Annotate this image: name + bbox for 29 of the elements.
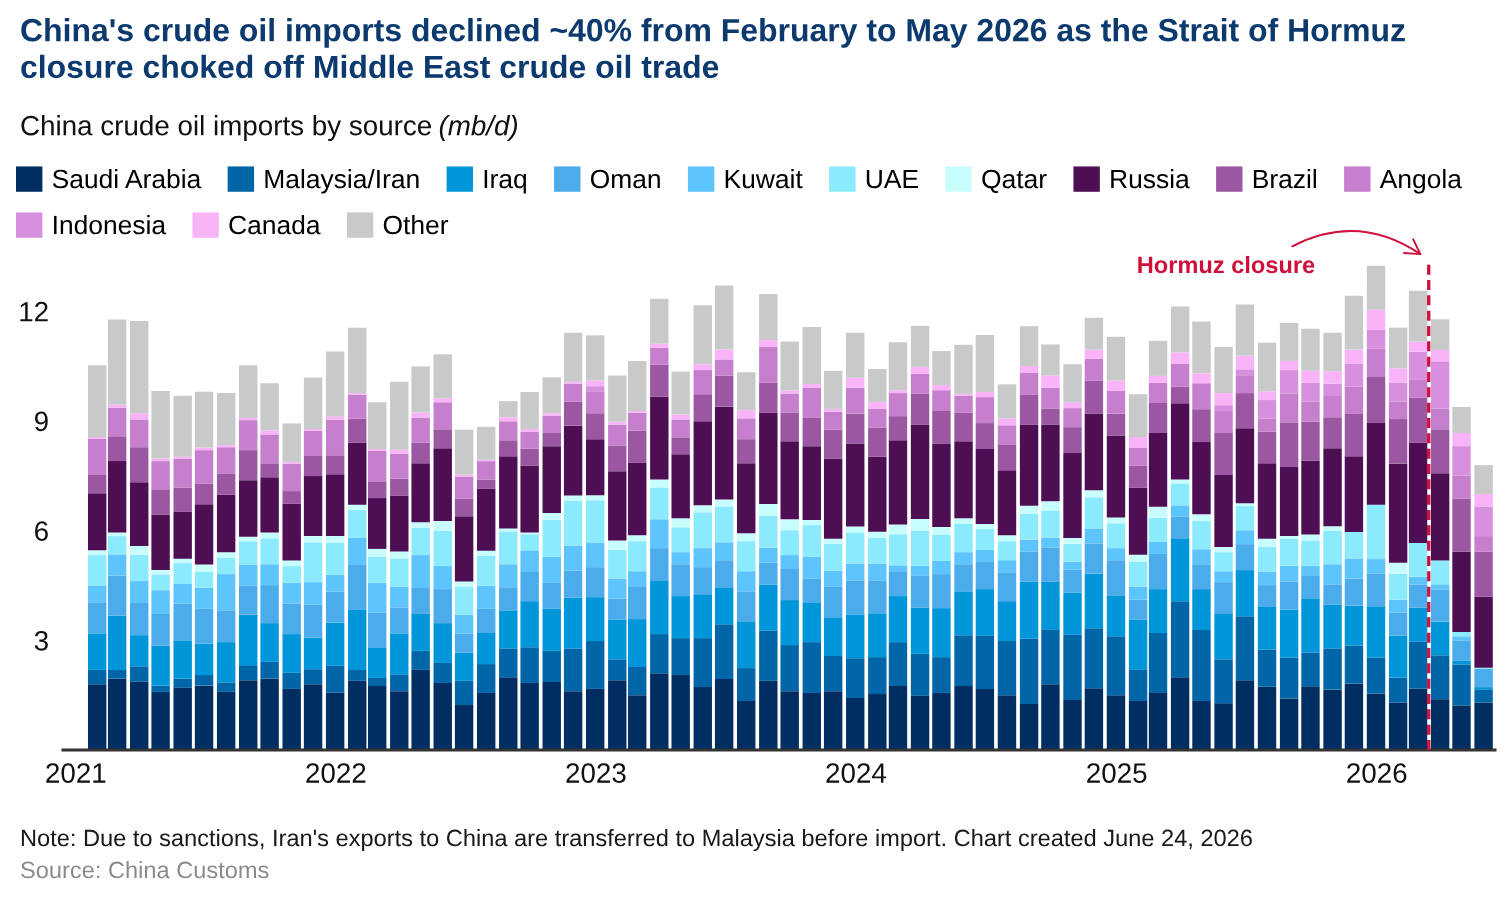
ref-line-label: Hormuz closure: [1138, 255, 1315, 274]
legend-label: Kuwait: [725, 168, 803, 189]
y-tick-label: 12: [20, 301, 48, 322]
legend-label: Indonesia: [54, 214, 167, 235]
legend-label: Other: [383, 214, 449, 235]
x-tick-label: 2025: [1087, 763, 1147, 783]
x-tick-label: 2023: [566, 763, 626, 783]
legend-label: Brazil: [1253, 168, 1316, 189]
legend-label: Qatar: [982, 169, 1047, 194]
x-tick-label: 2024: [826, 763, 887, 783]
legend-label: UAE: [866, 169, 918, 189]
legend-label: Russia: [1111, 168, 1190, 189]
legend-label: Angola: [1379, 168, 1462, 194]
source-note: Source: China Customs: [21, 860, 269, 879]
x-tick-label: 2026: [1347, 763, 1407, 783]
y-tick-label: 9: [34, 411, 48, 432]
y-axis-title: (mb/d): [439, 115, 518, 141]
legend-label: Canada: [229, 214, 321, 235]
legend-label: Oman: [590, 169, 660, 189]
legend-label: Saudi Arabia: [52, 168, 202, 189]
legend-label: Iraq: [484, 169, 526, 194]
x-tick-label: 2022: [306, 763, 366, 783]
chart-subtitle: China crude oil imports by source: [21, 115, 431, 141]
y-tick-label: 6: [35, 521, 48, 541]
y-tick-label: 3: [34, 630, 48, 651]
legend-label: Malaysia/Iran: [265, 168, 419, 194]
text: Note: Due to sanctions, Iran's exports to China are transferred to Malaysia before import. Chart created June 24, 2026: [21, 828, 1252, 852]
chart-title: China's crude oil imports declined ~40% from February to May 2026 as the Strait of Hormuz closure choked off Middle East crude oil trade: [21, 18, 1405, 79]
x-tick-label: 2021: [46, 763, 106, 783]
